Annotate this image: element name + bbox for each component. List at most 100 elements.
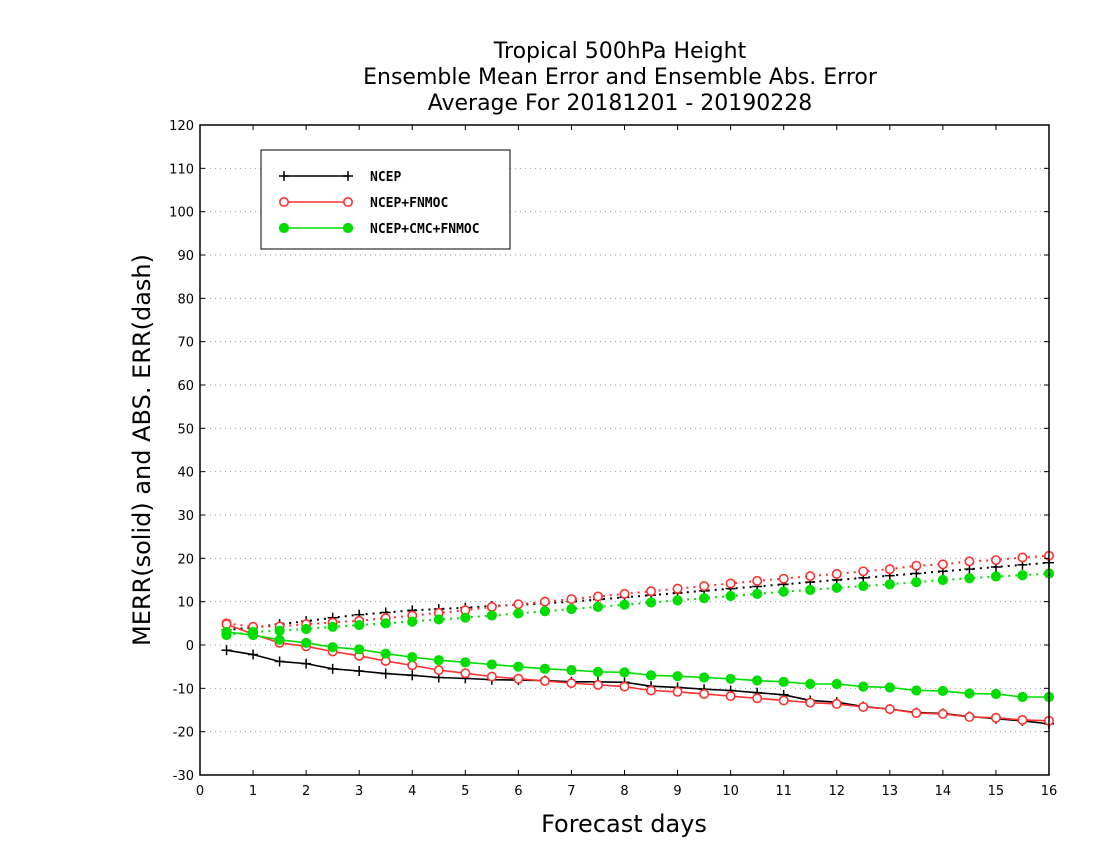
merr-point bbox=[990, 688, 1002, 700]
merr-point bbox=[911, 685, 922, 696]
merr-point bbox=[699, 688, 710, 699]
title-line-2: Ensemble Mean Error and Ensemble Abs. Er… bbox=[363, 65, 878, 90]
merr-point bbox=[646, 685, 657, 696]
merr-point bbox=[752, 675, 763, 686]
merr-point bbox=[433, 665, 444, 676]
merr-point bbox=[380, 648, 391, 659]
abs-err-point bbox=[884, 579, 895, 590]
merr-point bbox=[937, 685, 948, 697]
merr-point bbox=[752, 693, 763, 704]
merr-point bbox=[354, 644, 365, 655]
abs-err-point bbox=[327, 621, 338, 632]
merr-point bbox=[672, 671, 683, 682]
abs-err-point bbox=[725, 578, 736, 589]
y-tick-label: 10 bbox=[177, 596, 194, 611]
x-tick-label: 16 bbox=[1041, 784, 1058, 799]
merr-point bbox=[645, 670, 657, 681]
abs-err-point bbox=[566, 603, 577, 615]
merr-point bbox=[407, 660, 418, 671]
abs-err-point bbox=[831, 582, 842, 593]
merr-point bbox=[725, 691, 736, 702]
merr-point bbox=[301, 658, 312, 669]
abs-err-point bbox=[937, 574, 948, 586]
abs-err-point bbox=[619, 588, 630, 599]
y-tick-label: 50 bbox=[177, 422, 194, 437]
y-tick-label: 40 bbox=[177, 466, 194, 481]
title-line-3: Average For 20181201 - 20190228 bbox=[428, 91, 813, 116]
abs-err-point bbox=[486, 601, 497, 612]
merr-point bbox=[247, 629, 259, 641]
legend-item-ncep: NCEP bbox=[279, 170, 401, 185]
abs-err-line bbox=[226, 554, 1050, 628]
merr-point bbox=[407, 670, 418, 681]
merr-point bbox=[805, 697, 816, 708]
abs-err-point bbox=[486, 610, 497, 621]
y-tick-label: 30 bbox=[177, 509, 194, 524]
abs-err-point bbox=[990, 571, 1002, 582]
legend-marker bbox=[342, 197, 353, 208]
abs-err-point bbox=[592, 601, 604, 612]
abs-err-point bbox=[672, 595, 683, 606]
merr-point bbox=[380, 668, 391, 679]
abs-err-point bbox=[646, 586, 657, 597]
merr-point bbox=[805, 678, 816, 690]
merr-point bbox=[672, 686, 683, 697]
x-tick-label: 0 bbox=[196, 784, 204, 799]
merr-point bbox=[486, 659, 497, 670]
abs-err-point bbox=[407, 616, 418, 627]
x-tick-label: 4 bbox=[408, 784, 416, 799]
merr-point bbox=[964, 711, 975, 722]
merr-point bbox=[1017, 714, 1028, 725]
abs-err-point bbox=[380, 618, 391, 629]
x-tick-label: 8 bbox=[620, 784, 628, 799]
merr-point bbox=[513, 673, 524, 684]
merr-point bbox=[407, 652, 418, 663]
legend-label: NCEP+FNMOC bbox=[370, 196, 448, 211]
abs-err-point bbox=[698, 593, 710, 604]
abs-err-point bbox=[1017, 552, 1028, 563]
merr-point bbox=[990, 712, 1001, 723]
x-tick-label: 1 bbox=[249, 784, 257, 799]
merr-point bbox=[937, 708, 948, 719]
merr-point bbox=[698, 672, 710, 683]
abs-err-point bbox=[619, 599, 630, 610]
title-line-1: Tropical 500hPa Height bbox=[493, 39, 747, 64]
chart-title: Tropical 500hPa Height Ensemble Mean Err… bbox=[363, 39, 878, 116]
legend-label: NCEP bbox=[370, 170, 401, 185]
x-axis-label: Forecast days bbox=[541, 810, 707, 838]
abs-err-point bbox=[274, 625, 285, 636]
series-layer bbox=[221, 550, 1055, 729]
x-tick-label: 7 bbox=[567, 784, 575, 799]
abs-err-point bbox=[725, 590, 736, 602]
abs-err-point bbox=[990, 555, 1001, 566]
abs-err-point bbox=[539, 606, 551, 617]
merr-point bbox=[778, 695, 789, 706]
y-tick-label: 70 bbox=[177, 336, 194, 351]
merr-point bbox=[248, 649, 259, 660]
legend-marker bbox=[343, 171, 353, 181]
merr-point bbox=[327, 663, 338, 674]
merr-point bbox=[354, 666, 365, 676]
y-tick-label: 0 bbox=[186, 639, 194, 654]
x-tick-label: 15 bbox=[988, 784, 1005, 799]
abs-err-point bbox=[805, 571, 816, 582]
merr-point bbox=[274, 656, 285, 667]
y-tick-label: 100 bbox=[169, 206, 194, 221]
merr-point bbox=[566, 678, 577, 689]
merr-point bbox=[274, 634, 285, 645]
abs-err-point bbox=[645, 597, 657, 608]
merr-point bbox=[592, 666, 604, 677]
x-tick-label: 11 bbox=[775, 784, 792, 799]
x-tick-label: 10 bbox=[722, 784, 739, 799]
legend: NCEP NCEP+FNMOC NCEP+CMC+FNMOC bbox=[260, 149, 511, 250]
y-tick-label: 80 bbox=[177, 292, 194, 307]
abs-err-line bbox=[226, 572, 1050, 637]
series-ncep-fnmoc bbox=[221, 550, 1055, 726]
x-tick-label: 9 bbox=[673, 784, 681, 799]
legend-marker bbox=[278, 197, 289, 208]
x-tick-label: 2 bbox=[302, 784, 310, 799]
abs-err-point bbox=[858, 566, 869, 577]
merr-point bbox=[778, 676, 789, 687]
legend-marker bbox=[279, 171, 289, 181]
